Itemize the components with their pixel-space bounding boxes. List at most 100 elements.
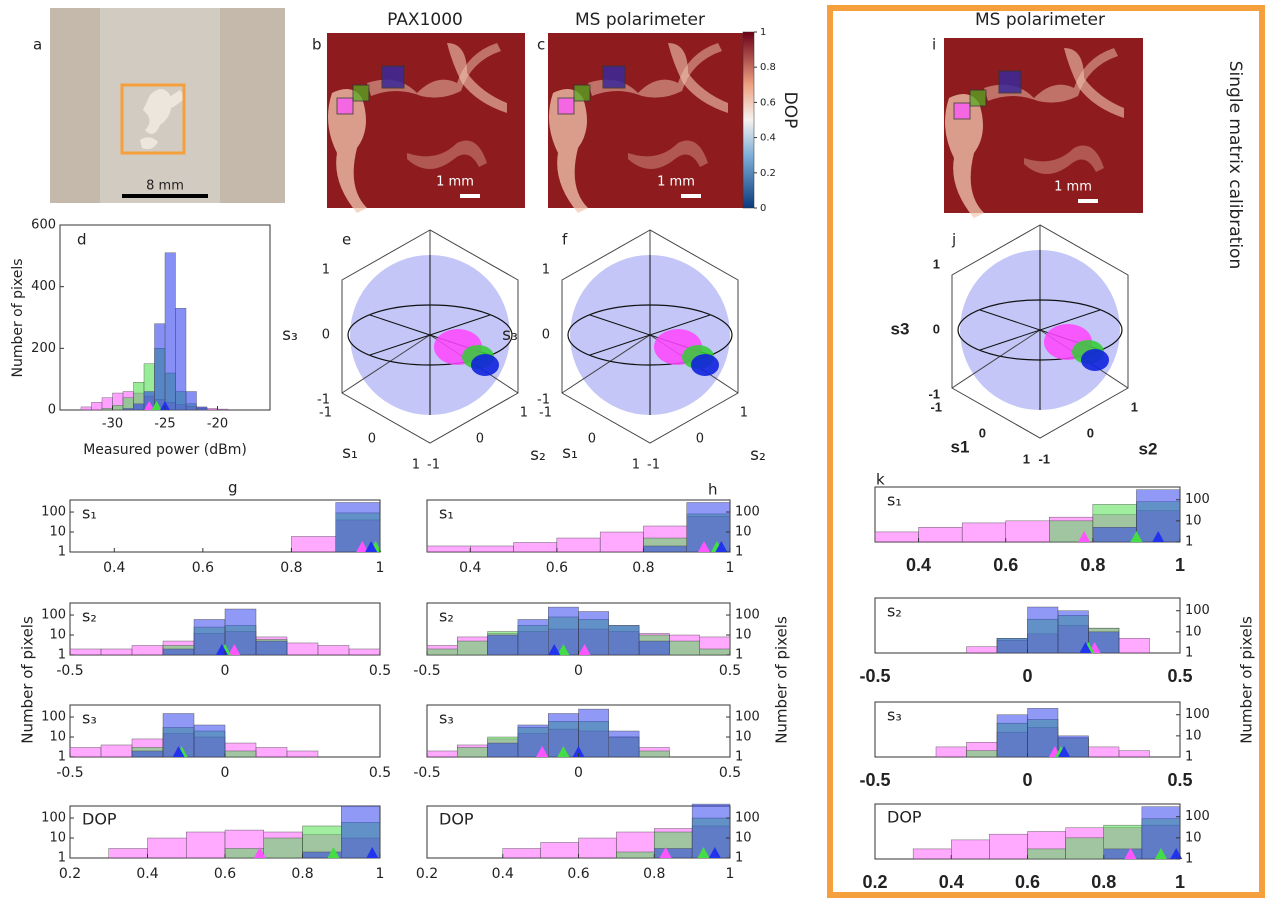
histogram-bar [669, 640, 700, 656]
x-tick-label: -30 [102, 417, 123, 432]
roi-box [120, 83, 186, 155]
y-tick-label: 10 [735, 628, 752, 643]
histogram-bar [918, 527, 963, 543]
x-tick-label: 1 [1175, 555, 1185, 575]
sample-tissue [140, 89, 186, 150]
y-tick-label: 1 [1185, 646, 1193, 661]
y-tick-label: 10 [1185, 830, 1202, 845]
y-tick-label: 600 [31, 218, 56, 233]
y-tick-label: 10 [735, 525, 752, 540]
histogram-bar [935, 746, 967, 758]
axis-tick-label: -1 [647, 458, 660, 473]
x-tick-label: 0.6 [567, 866, 589, 882]
histogram-bar [599, 531, 644, 553]
colorbar-label: DOP [780, 92, 800, 129]
histogram-bar [517, 619, 549, 656]
histogram-bar [196, 406, 208, 411]
histogram-bar [502, 848, 541, 859]
row-label: DOP [887, 808, 922, 827]
axis-tick-label: 0 [476, 432, 484, 447]
colorbar-tick-label: 0 [760, 203, 766, 214]
axis-tick-label: -1 [319, 406, 332, 421]
axis-tick-label: -1 [537, 393, 550, 408]
histogram-bar [426, 750, 458, 758]
y-tick-label: 10 [49, 628, 66, 643]
histogram-bar [426, 545, 471, 553]
mean-marker [548, 644, 561, 655]
row-label: s₂ [82, 607, 97, 626]
x-tick-label: 0.4 [136, 866, 158, 882]
x-tick-label: 0.4 [459, 560, 481, 576]
histogram-bar [426, 648, 458, 656]
histogram-bar [263, 837, 303, 859]
axis-tick-label: -1 [427, 458, 440, 473]
x-tick-label: 0 [221, 765, 230, 781]
row-label: s₁ [887, 491, 902, 510]
mean-marker [160, 401, 170, 410]
histogram-bar [989, 833, 1028, 860]
mean-marker [557, 746, 570, 757]
axis-tick-label: 0 [1087, 425, 1094, 440]
axis-label: s2 [1139, 439, 1158, 458]
colorbar-tick-label: 0.6 [760, 97, 776, 108]
y-tick-label: 100 [1185, 707, 1210, 722]
axis-tick-label: 0 [588, 432, 596, 447]
x-tick-label: 0.8 [1080, 555, 1105, 575]
x-tick-label: 0.5 [1167, 666, 1192, 686]
mean-marker [1152, 531, 1165, 542]
histogram-bar [80, 406, 92, 411]
mean-marker [327, 847, 340, 858]
panel-title: MS polarimeter [575, 10, 705, 30]
x-tick-label: 0 [574, 663, 583, 679]
histogram-bar [996, 638, 1028, 654]
y-tick-label: 100 [735, 505, 760, 520]
x-tick-label: 0.4 [939, 872, 964, 892]
axis-label: s1 [951, 437, 970, 456]
histogram-bar [217, 408, 229, 411]
x-tick-label: 0.8 [280, 560, 302, 576]
axis-tick-label: 1 [542, 263, 550, 278]
histogram-bar [608, 625, 640, 656]
histogram-bar [341, 805, 381, 859]
histogram-bar [122, 408, 134, 411]
x-tick-label: 0.8 [643, 866, 665, 882]
dop-structure [668, 43, 728, 113]
histogram-bar [578, 708, 609, 758]
y-tick-label: 100 [735, 811, 760, 826]
mean-marker [708, 847, 721, 858]
mean-marker [144, 401, 155, 410]
axis-tick-label: 1 [1131, 399, 1138, 414]
x-tick-label: 0.4 [103, 560, 125, 576]
histogram-bar [513, 542, 558, 553]
histogram-bar [578, 837, 617, 859]
mean-marker [1154, 848, 1167, 859]
y-tick-label: 100 [41, 505, 66, 520]
histogram-bar [1027, 606, 1059, 654]
mean-marker [698, 541, 711, 552]
axis-tick-label: 0 [322, 328, 330, 343]
histogram-bar [286, 642, 319, 656]
histogram-bar [608, 730, 640, 758]
cluster-blue [471, 354, 499, 376]
histogram-bar [686, 502, 731, 553]
mean-marker [1058, 746, 1071, 757]
histogram-bar [1005, 520, 1050, 543]
histogram-bar [101, 408, 113, 411]
y-tick-label: 1 [735, 851, 743, 866]
histogram-bar [255, 640, 288, 656]
histogram-bar [317, 645, 350, 656]
histogram-bar [638, 640, 670, 656]
x-tick-label: 0.6 [993, 555, 1018, 575]
histogram-bar [1092, 527, 1137, 543]
x-tick-label: -0.5 [859, 666, 890, 686]
axis-tick-label: -1 [928, 386, 940, 401]
y-tick-label: 1 [58, 648, 66, 663]
histogram-bar [966, 646, 998, 654]
x-tick-label: 0.8 [1091, 872, 1116, 892]
colorbar-tick-label: 0.2 [760, 168, 776, 179]
row-label: s₃ [82, 709, 97, 728]
mean-marker [365, 541, 378, 552]
axis-tick-label: 1 [412, 458, 420, 473]
highlight-frame [827, 5, 1265, 898]
x-tick-label: 0.8 [291, 866, 313, 882]
